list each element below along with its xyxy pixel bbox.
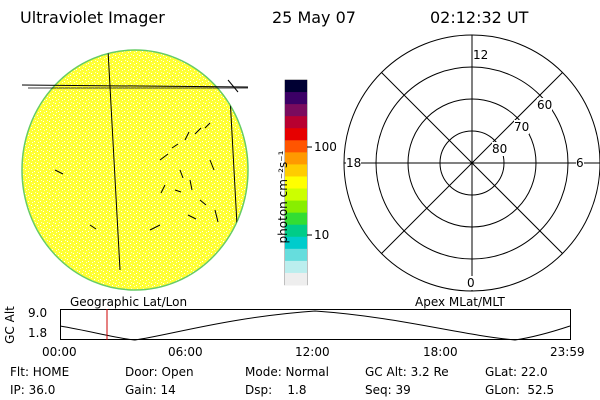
- colorbar-segment: [285, 272, 307, 286]
- status-glat: GLat: 22.0: [485, 365, 548, 379]
- polar-grid: [343, 34, 600, 292]
- colorbar-segment: [285, 260, 307, 274]
- colorbar-segment: [285, 80, 307, 93]
- colorbar-segment: [285, 188, 307, 202]
- mlt-label-6: 6: [576, 156, 584, 170]
- status-mode: Mode: Normal: [245, 365, 329, 379]
- status-gc-alt: GC Alt: 3.2 Re: [365, 365, 449, 379]
- edge-line: [227, 79, 239, 93]
- colorbar-segment: [285, 212, 307, 226]
- altitude-strip-plot: [60, 309, 571, 341]
- mlt-label-18: 18: [346, 156, 362, 170]
- colorbar-tick-100: 100: [314, 140, 337, 154]
- status-gain: Gain: 14: [125, 383, 176, 397]
- colorbar-segment: [285, 152, 307, 165]
- right-panel-caption: Apex MLat/MLT: [415, 295, 505, 309]
- colorbar-segment: [285, 128, 307, 141]
- instrument-title: Ultraviolet Imager: [20, 8, 165, 27]
- status-flt: Flt: HOME: [10, 365, 70, 379]
- colorbar-segment: [285, 200, 307, 214]
- altitude-ylabel: GC Alt: [3, 306, 17, 344]
- colorbar-segment: [285, 116, 307, 129]
- latitude-line: [21, 84, 249, 88]
- earth-disc: [21, 49, 249, 291]
- mlt-label-12: 12: [473, 48, 489, 62]
- time-tick-4: 23:59: [550, 345, 585, 359]
- time-label: 02:12:32 UT: [430, 8, 529, 27]
- status-ip: IP: 36.0: [10, 383, 56, 397]
- time-tick-1: 06:00: [168, 345, 203, 359]
- date-label: 25 May 07: [272, 8, 356, 27]
- altitude-frame: [60, 309, 571, 340]
- colorbar-segment: [285, 104, 307, 117]
- colorbar-segment: [285, 140, 307, 153]
- colorbar-units: photon cm⁻²s⁻¹: [276, 150, 290, 244]
- uv-image-canvas: [21, 34, 600, 292]
- colorbar-segment: [285, 92, 307, 105]
- status-glon: GLon: 52.5: [485, 383, 555, 397]
- colorbar-segment: [285, 248, 307, 262]
- mlat-label-70: 70: [514, 120, 530, 134]
- left-panel-caption: Geographic Lat/Lon: [70, 295, 188, 309]
- time-tick-2: 12:00: [295, 345, 330, 359]
- colorbar-segment: [285, 176, 307, 190]
- time-tick-0: 00:00: [42, 345, 77, 359]
- colorbar-segment: [285, 164, 307, 177]
- time-tick-3: 18:00: [423, 345, 458, 359]
- mlat-label-60: 60: [537, 98, 553, 112]
- mlat-label-80: 80: [492, 142, 508, 156]
- status-door: Door: Open: [125, 365, 194, 379]
- colorbar: [284, 79, 312, 286]
- altitude-ytick-top: 9.0: [28, 306, 48, 320]
- colorbar-segment: [285, 236, 307, 250]
- altitude-ytick-bottom: 1.8: [28, 326, 48, 340]
- status-seq: Seq: 39: [365, 383, 411, 397]
- colorbar-tick-10: 10: [314, 228, 330, 242]
- mlt-label-0: 0: [467, 276, 475, 290]
- altitude-curve: [60, 310, 571, 341]
- colorbar-segment: [285, 224, 307, 238]
- status-dsp: Dsp: 1.8: [245, 383, 307, 397]
